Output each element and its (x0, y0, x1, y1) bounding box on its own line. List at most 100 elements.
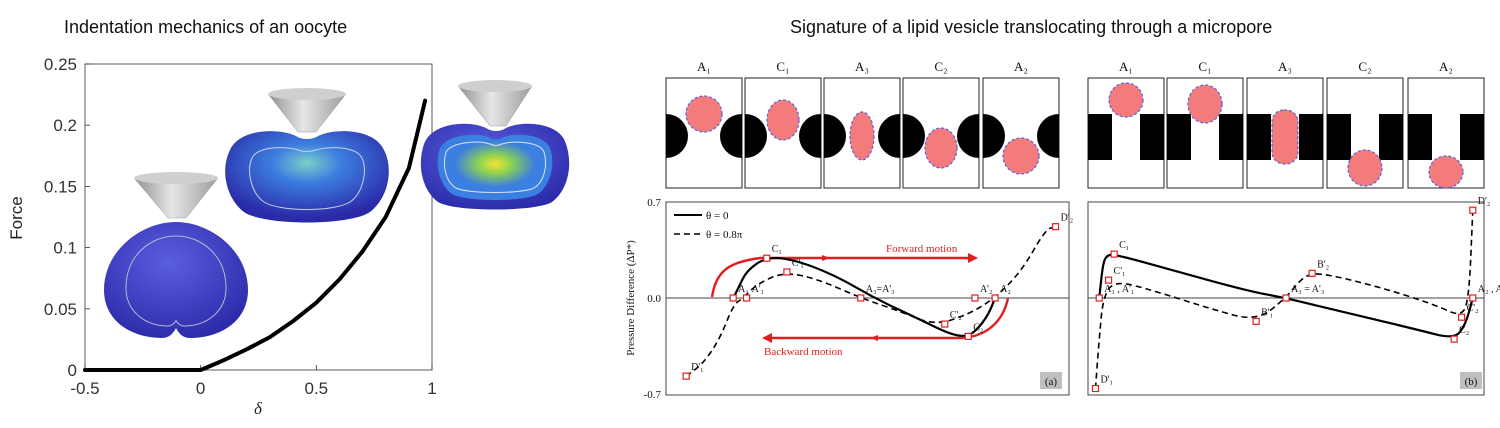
vesicle (1002, 137, 1040, 175)
pore-wall-left (983, 114, 1005, 158)
forward-motion-label: Forward motion (886, 243, 958, 255)
force-x-tick-label: 0 (196, 379, 205, 398)
pore-wall-left (824, 114, 846, 158)
stage-panel-label: A₃ (1278, 59, 1292, 74)
stage-panel-label: A₁ (1119, 59, 1133, 74)
stage-panel-label: C₁ (1198, 59, 1211, 74)
plot-a-point-label: A₁ (738, 284, 749, 295)
pressure-chart-a: Pressure Difference (ΔP*) 0.7 0.0 -0.7 θ… (625, 197, 1073, 401)
oocyte-1-inner-contour (125, 235, 227, 327)
plot-b-marker (1469, 294, 1477, 302)
force-y-tick-label: 0 (68, 361, 77, 380)
vesicle (685, 95, 723, 133)
pore-wall-left (1167, 114, 1191, 160)
vesicle (1428, 155, 1464, 189)
pressure-chart-b: C₁ C'₁ A₁ , A'₁ D'₁ B'₁ A₃ = A'₃ B'₂ A₂ , A'₂ C'… (1087, 196, 1500, 396)
plot-a-ylabel: Pressure Difference (ΔP*) (625, 240, 637, 356)
plot-a-point-label: A'₁ (752, 284, 765, 295)
stage-panel: A₁ (665, 59, 743, 189)
stage-panel: A₃ (823, 59, 901, 189)
pore-wall-right (1379, 114, 1403, 160)
vesicle-stage-panels-a: A₁ C₁ A₃ C₂ A₂ (665, 59, 1060, 189)
indenter-cone-2-top (268, 88, 346, 100)
plot-b-dashed-curve (1094, 210, 1474, 389)
plot-a-marker (964, 332, 972, 340)
plot-a-marker (971, 294, 979, 302)
plot-a-marker (742, 294, 751, 302)
stage-panel-label: C₂ (1358, 59, 1371, 74)
plot-b-point-label: C₁ (1119, 240, 1129, 251)
stage-panel: A₂ (982, 59, 1060, 189)
force-x-ticks: -0.5 0 0.5 1 (70, 365, 437, 398)
plot-b-markers: C₁ C'₁ A₁ , A'₁ D'₁ B'₁ A₃ = A'₃ B'₂ A₂ , A'₂ C'… (1091, 196, 1500, 393)
stage-panel-label: C₁ (776, 59, 789, 74)
stage-panel-label: C₂ (934, 59, 947, 74)
stage-panel: A₃ (1246, 59, 1324, 189)
oocyte-2-inner-contour (249, 147, 365, 210)
force-y-tick-label: 0.1 (53, 239, 77, 258)
forward-motion-arrowhead (968, 253, 978, 263)
forward-motion-curve (710, 256, 970, 298)
vesicle-stage-panels-b: A₁ C₁ A₃ C₂ A₂ (1087, 59, 1485, 189)
pore-wall-right (720, 114, 742, 158)
plot-a-point-label: A₃=A'₃ (866, 284, 895, 295)
forward-motion-mid-arrow (822, 255, 830, 261)
plot-a-point-label: C₂ (973, 322, 983, 333)
plot-b-point-label: A₂ , A'₂ (1478, 284, 1500, 295)
plot-a-ytick-mid: 0.0 (647, 293, 661, 305)
plot-b-point-label: B'₂ (1317, 259, 1329, 270)
pore-wall-right (799, 114, 821, 158)
stage-panel: C₂ (1326, 59, 1404, 189)
force-x-tick-label: 0.5 (305, 379, 329, 398)
pore-wall-right (878, 114, 900, 158)
pore-wall-left (1408, 114, 1432, 160)
plot-a-point-label: D'₁ (691, 362, 704, 373)
stage-panel: C₂ (902, 59, 980, 189)
force-curve (83, 98, 428, 372)
right-title: Signature of a lipid vesicle translocati… (790, 17, 1272, 37)
plot-b-marker (1457, 313, 1466, 321)
vesicle (766, 99, 800, 141)
plot-a-markers: A₁ C₁ C'₁ A'₁ A₃=A'₃ C'₂ C₂ A'₂ A₂ D'₁ D'₂ (682, 213, 1073, 380)
indenter-cone-3-top (458, 80, 532, 92)
oocyte-uncompressed-illustration (104, 172, 248, 338)
force-y-tick-label: 0.15 (44, 177, 77, 196)
plot-a-marker (991, 294, 999, 302)
plot-b-panel-label-bg (1460, 372, 1482, 389)
pore-wall-right (1219, 114, 1243, 160)
force-y-tick-label: 0.25 (44, 55, 77, 74)
plot-b-point-label: A₁ , A'₁ (1104, 284, 1134, 295)
plot-a-point-label: C'₁ (792, 258, 804, 269)
force-x-tick-label: -0.5 (70, 379, 99, 398)
plot-b-point-label: C'₂ (1467, 303, 1479, 314)
pore-wall-left (1088, 114, 1112, 160)
stage-panel-label: A₃ (855, 59, 869, 74)
vesicle (849, 111, 875, 161)
plot-a-point-label: C₁ (772, 244, 782, 255)
force-ylabel: Force (7, 196, 26, 239)
pore-wall-left (1327, 114, 1351, 160)
pore-wall-right (1460, 114, 1484, 160)
plot-a-ytick-top: 0.7 (647, 197, 661, 209)
vesicle (1271, 109, 1299, 165)
plot-b-marker (1095, 294, 1103, 302)
vesicle (1187, 84, 1223, 124)
stage-panel: C₁ (744, 59, 822, 189)
stage-panel: A₂ (1407, 59, 1485, 189)
stage-panel-label: A₁ (697, 59, 711, 74)
plot-a-dashed-curve (685, 225, 1056, 377)
oocyte-2-body (225, 131, 389, 223)
plot-b-point-label: C'₁ (1114, 266, 1126, 277)
oocyte-3-inner-contour (443, 141, 547, 193)
stage-panel: A₁ (1087, 59, 1165, 189)
plot-a-ytick-bottom: -0.7 (644, 389, 662, 401)
plot-b-marker (1282, 294, 1290, 302)
plot-a-marker (1051, 223, 1060, 231)
pore-wall-right (1140, 114, 1164, 160)
force-xlabel: δ (254, 399, 263, 418)
stage-panel-label: A₂ (1014, 59, 1028, 74)
plot-a-panel-label-bg (1040, 372, 1062, 389)
backward-motion-mid-arrow (870, 335, 878, 341)
indenter-cone-1-top (134, 172, 218, 184)
plot-a-marker (857, 294, 865, 302)
